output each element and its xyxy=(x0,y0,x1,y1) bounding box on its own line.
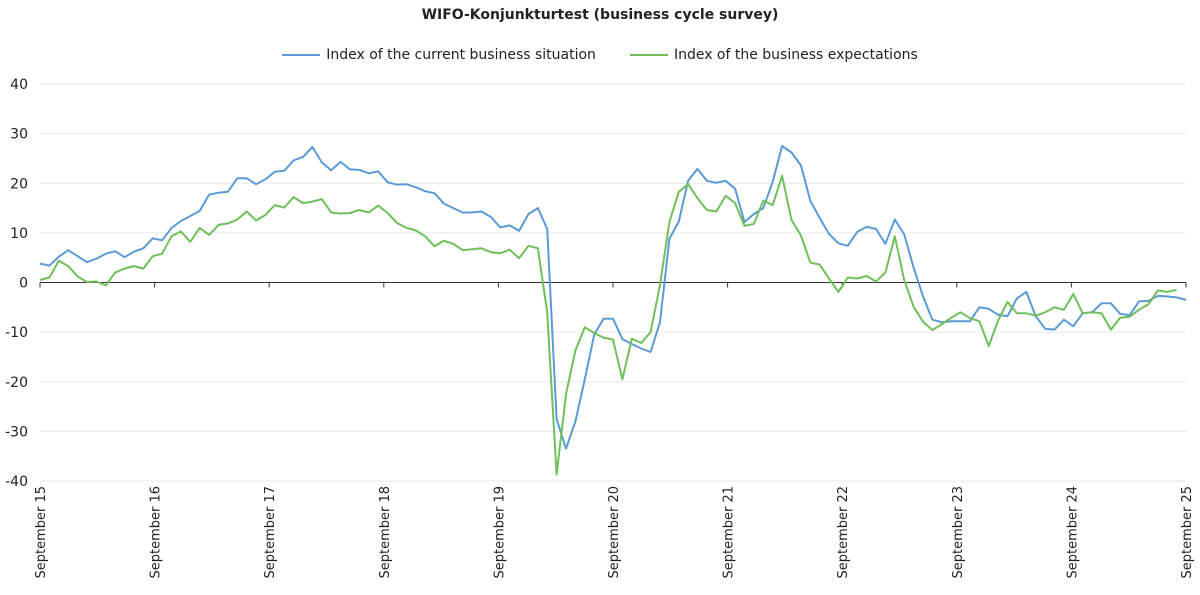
y-tick-label: 20 xyxy=(10,176,28,192)
legend-label-expectations: Index of the business expectations xyxy=(673,47,918,63)
y-tick-label: 40 xyxy=(10,77,28,93)
legend-item-current-situation: Index of the current business situation xyxy=(282,47,596,63)
y-tick-label: 10 xyxy=(10,226,28,242)
legend-swatch-current-situation xyxy=(282,54,321,56)
legend-item-expectations: Index of the business expectations xyxy=(629,47,918,63)
x-tick-label: September 20 xyxy=(607,486,622,579)
y-tick-label: 0 xyxy=(19,276,28,292)
x-tick-label: September 19 xyxy=(492,486,507,579)
chart-legend: Index of the current business situation … xyxy=(0,47,1200,63)
x-tick-label: September 16 xyxy=(149,486,164,579)
y-tick-label: -10 xyxy=(5,325,28,341)
y-tick-label: -20 xyxy=(5,375,28,391)
series-line-current-situation xyxy=(39,145,1187,450)
x-tick-label: September 22 xyxy=(836,486,851,579)
x-tick-label: September 21 xyxy=(722,486,737,579)
series-line-expectations xyxy=(39,174,1177,476)
y-tick-label: -30 xyxy=(5,424,28,440)
x-tick-label: September 25 xyxy=(1180,486,1195,579)
x-tick-label: September 17 xyxy=(263,486,278,579)
x-tick-label: September 23 xyxy=(951,486,966,579)
x-tick-label: September 15 xyxy=(34,486,49,579)
legend-label-current-situation: Index of the current business situation xyxy=(326,47,596,63)
x-tick-label: September 18 xyxy=(378,486,393,579)
legend-swatch-expectations xyxy=(629,54,668,56)
y-tick-label: 30 xyxy=(10,127,28,143)
x-tick-label: September 24 xyxy=(1065,486,1080,579)
chart-title: WIFO-Konjunkturtest (business cycle surv… xyxy=(421,7,779,23)
y-tick-label: -40 xyxy=(5,474,28,490)
